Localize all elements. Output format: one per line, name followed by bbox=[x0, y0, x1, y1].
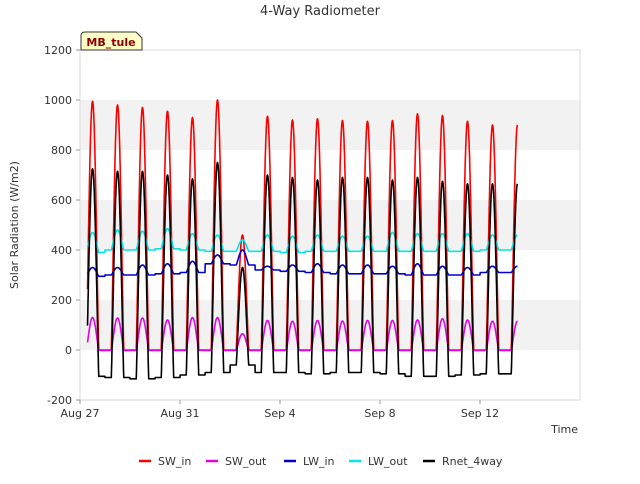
y-tick-label: 1200 bbox=[44, 44, 72, 57]
legend-label: Rnet_4way bbox=[442, 455, 503, 468]
plot-frame bbox=[79, 49, 581, 401]
y-tick-label: 600 bbox=[51, 194, 72, 207]
legend-item: SW_in bbox=[139, 455, 191, 468]
chart-title: 4-Way Radiometer bbox=[260, 4, 381, 19]
x-tick-label: Sep 4 bbox=[264, 407, 295, 420]
legend-item: LW_in bbox=[284, 455, 335, 468]
grid-band bbox=[80, 300, 580, 350]
legend-label: SW_in bbox=[158, 455, 191, 468]
series-layer bbox=[86, 99, 519, 380]
legend-item: LW_out bbox=[349, 455, 408, 468]
legend-label: LW_out bbox=[368, 455, 408, 468]
y-axis: -200 0 200 400 600 800 1000 1200 bbox=[44, 44, 80, 407]
series-line-rnet-4way bbox=[86, 161, 519, 380]
y-tick-label: 400 bbox=[51, 244, 72, 257]
y-tick-label: 800 bbox=[51, 144, 72, 157]
x-tick-label: Sep 12 bbox=[461, 407, 499, 420]
y-tick-label: 0 bbox=[65, 344, 72, 357]
series-line-sw-out bbox=[86, 316, 518, 352]
legend-item: Rnet_4way bbox=[423, 455, 503, 468]
y-tick-label: -200 bbox=[47, 394, 72, 407]
site-label-shape bbox=[80, 31, 143, 51]
x-tick-label: Aug 31 bbox=[161, 407, 200, 420]
legend-label: SW_out bbox=[225, 455, 267, 468]
x-axis: Aug 27 Aug 31 Sep 4 Sep 8 Sep 12 bbox=[61, 400, 499, 420]
x-tick-label: Sep 8 bbox=[364, 407, 395, 420]
legend-item: SW_out bbox=[206, 455, 267, 468]
site-label: MB_tule bbox=[86, 36, 135, 49]
legend-label: LW_in bbox=[303, 455, 335, 468]
grid-bands bbox=[80, 100, 580, 350]
y-tick-label: 200 bbox=[51, 294, 72, 307]
grid-band bbox=[80, 200, 580, 250]
site-label-box: MB_tule bbox=[80, 31, 143, 51]
y-tick-label: 1000 bbox=[44, 94, 72, 107]
y-axis-label: Solar Radiation (W/m2) bbox=[8, 161, 21, 289]
x-axis-label: Time bbox=[550, 423, 578, 436]
legend: SW_in SW_out LW_in LW_out Rnet_4way bbox=[139, 455, 503, 468]
grid-band bbox=[80, 100, 580, 150]
x-tick-label: Aug 27 bbox=[61, 407, 100, 420]
